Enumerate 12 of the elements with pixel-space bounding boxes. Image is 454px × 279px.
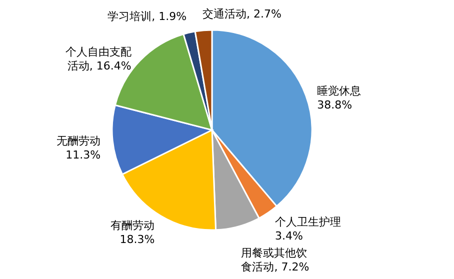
data-label: 11.3% [66,148,101,162]
data-label: 18.3% [120,233,155,246]
slice-label: 学习培训, 1.9% [108,10,187,23]
slice-label: 个人自由支配活动, 16.4% [65,45,132,72]
slice-label: 有酬劳动 [110,219,155,232]
slice-label: 个人卫生护理 [274,216,341,229]
slice-label: 交通活动, 2.7% [202,7,282,20]
slice-label: 无酬劳动 [56,134,101,148]
data-label: 3.4% [274,230,303,243]
slice-label: 睡觉休息 [317,84,362,98]
data-label: 38.8% [317,98,352,112]
slice-label: 用餐或其他饮食活动, 7.2% [241,246,310,274]
